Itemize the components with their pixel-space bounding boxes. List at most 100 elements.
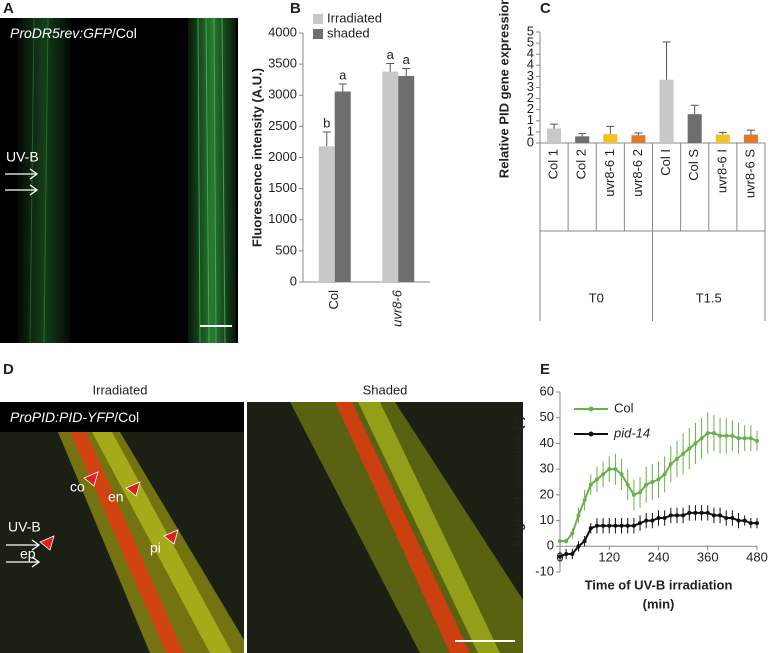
y-tick-label: 4 <box>527 46 534 61</box>
y-tick-label: 50 <box>540 409 554 424</box>
panel-label: D <box>3 361 14 378</box>
point <box>594 477 599 482</box>
legend-label: Irradiated <box>327 10 382 25</box>
image-d <box>0 402 523 653</box>
point <box>730 433 735 438</box>
y-tick-label: 1 <box>527 123 534 138</box>
y-tick-label: 0 <box>290 273 297 288</box>
point <box>613 467 618 472</box>
x-tick-label: Col S <box>686 149 701 181</box>
point <box>625 523 630 528</box>
point <box>582 498 587 502</box>
legend-marker <box>588 406 594 412</box>
point <box>693 441 698 446</box>
point <box>662 516 667 520</box>
point <box>711 513 716 518</box>
y-tick-label: 30 <box>540 461 554 476</box>
bar <box>318 146 335 282</box>
significance-letter: b <box>323 115 330 130</box>
point <box>564 539 569 544</box>
x-tick-label: uvr8-6 1 <box>602 149 617 197</box>
significance-letter: a <box>387 47 395 62</box>
label-rest: /Col <box>112 25 137 41</box>
bar <box>743 134 758 143</box>
point <box>736 436 741 441</box>
y-axis-label: Angle of curvature (°) <box>510 416 525 548</box>
y-tick-label: 10 <box>540 512 554 527</box>
point <box>601 523 606 528</box>
point <box>607 467 612 472</box>
panel-label: B <box>290 0 301 17</box>
y-tick-label: 4000 <box>268 24 297 39</box>
error-bar <box>746 129 755 135</box>
point <box>625 482 630 487</box>
y-axis-label: Fluorescence intensity (A.U.) <box>249 68 264 247</box>
bar <box>715 134 730 143</box>
tissue-label: pi <box>150 540 161 556</box>
image-d-label: ProPID:PID-YFP/Col <box>10 409 139 425</box>
error-bar <box>322 131 331 147</box>
significance-letter: a <box>403 52 411 67</box>
column-title: Irradiated <box>93 382 148 397</box>
point <box>594 523 599 528</box>
point <box>656 477 661 482</box>
point <box>681 513 686 518</box>
bar <box>334 91 351 282</box>
legend-marker <box>588 431 594 437</box>
x-axis-label: Time of UV-B irradiation <box>585 577 733 592</box>
point <box>619 523 624 528</box>
point <box>564 552 569 556</box>
y-tick-label: 40 <box>540 435 554 450</box>
bar <box>603 134 618 143</box>
point <box>748 521 753 526</box>
x-tick-label: 120 <box>598 550 620 565</box>
image-a <box>0 17 238 344</box>
y-tick-label: 500 <box>275 242 297 257</box>
y-tick-label: 2 <box>527 101 534 116</box>
y-tick-label: 3 <box>527 68 534 83</box>
x-tick-label: Col 1 <box>546 149 561 179</box>
point <box>718 433 723 438</box>
point <box>693 510 698 515</box>
arrow-label: UV-B <box>8 519 41 535</box>
bar <box>547 128 562 143</box>
x-tick-label: 480 <box>746 550 768 565</box>
error-bar <box>550 123 559 129</box>
point <box>644 518 649 523</box>
bar <box>631 135 646 143</box>
y-tick-label: 60 <box>540 383 554 398</box>
error-bar <box>338 83 347 92</box>
point <box>705 510 710 515</box>
y-tick-label: 2000 <box>268 149 297 164</box>
point <box>674 513 679 518</box>
y-axis-label: Relative PID gene expression <box>496 0 511 178</box>
point <box>699 436 704 441</box>
label-rest: /Col <box>114 409 139 425</box>
error-bar <box>662 41 671 80</box>
y-tick-label: 3000 <box>268 87 297 102</box>
y-tick-label: 5 <box>527 23 534 38</box>
y-tick-label: 1 <box>527 112 534 127</box>
point <box>631 492 636 497</box>
column-title: Shaded <box>363 382 408 397</box>
point <box>724 433 729 438</box>
bar <box>659 79 674 143</box>
error-bar <box>578 133 587 137</box>
point <box>748 436 753 441</box>
legend-swatch <box>313 14 323 24</box>
point <box>558 539 562 544</box>
panel-label: E <box>540 361 550 378</box>
y-tick-label: 2 <box>527 90 534 105</box>
point <box>674 456 679 461</box>
point <box>650 480 655 484</box>
arrow-label: UV-B <box>6 149 39 165</box>
x-tick-label: uvr8-6 <box>390 289 405 327</box>
y-tick-label: 1500 <box>268 180 297 195</box>
y-tick-label: 2500 <box>268 118 297 133</box>
point <box>755 438 759 443</box>
error-bar <box>402 67 411 76</box>
x-axis-label: (min) <box>643 596 675 611</box>
panel-label: A <box>3 0 14 17</box>
image-a-label: ProDR5rev:GFP/Col <box>10 25 137 41</box>
